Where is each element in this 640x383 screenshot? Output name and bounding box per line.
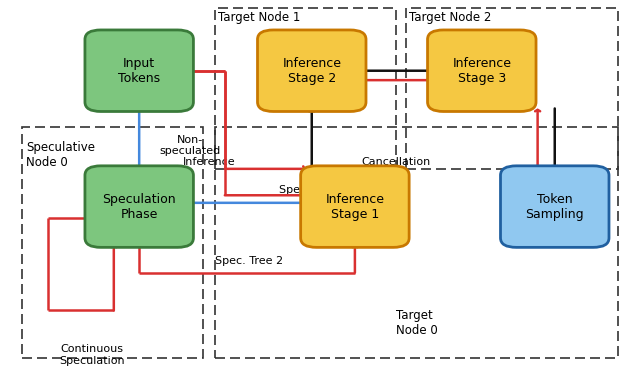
FancyBboxPatch shape: [85, 166, 193, 247]
FancyBboxPatch shape: [500, 166, 609, 247]
Text: Speculative
Node 0: Speculative Node 0: [26, 141, 95, 169]
Text: Inference
Stage 1: Inference Stage 1: [325, 193, 385, 221]
Bar: [406, 8, 618, 169]
Bar: [215, 8, 396, 169]
Text: Target
Node 0: Target Node 0: [396, 309, 438, 337]
FancyBboxPatch shape: [428, 30, 536, 111]
Text: Speculation
Phase: Speculation Phase: [102, 193, 176, 221]
Text: Spec. Tree 1: Spec. Tree 1: [279, 185, 347, 195]
Text: Spec. Tree 2: Spec. Tree 2: [215, 256, 284, 266]
Text: Token
Sampling: Token Sampling: [525, 193, 584, 221]
Text: Continuous
Speculation: Continuous Speculation: [59, 344, 124, 366]
Text: Cancellation: Cancellation: [362, 157, 431, 167]
Text: Input
Tokens: Input Tokens: [118, 57, 160, 85]
Bar: [22, 127, 203, 358]
Text: Inference: Inference: [182, 157, 236, 167]
Text: Inference
Stage 3: Inference Stage 3: [452, 57, 511, 85]
Bar: [215, 127, 618, 358]
Text: Target Node 2: Target Node 2: [409, 11, 491, 24]
FancyBboxPatch shape: [85, 30, 193, 111]
Text: Target Node 1: Target Node 1: [218, 11, 301, 24]
Text: Inference
Stage 2: Inference Stage 2: [282, 57, 341, 85]
Text: Non-
speculated: Non- speculated: [159, 135, 221, 157]
FancyBboxPatch shape: [257, 30, 366, 111]
FancyBboxPatch shape: [301, 166, 409, 247]
